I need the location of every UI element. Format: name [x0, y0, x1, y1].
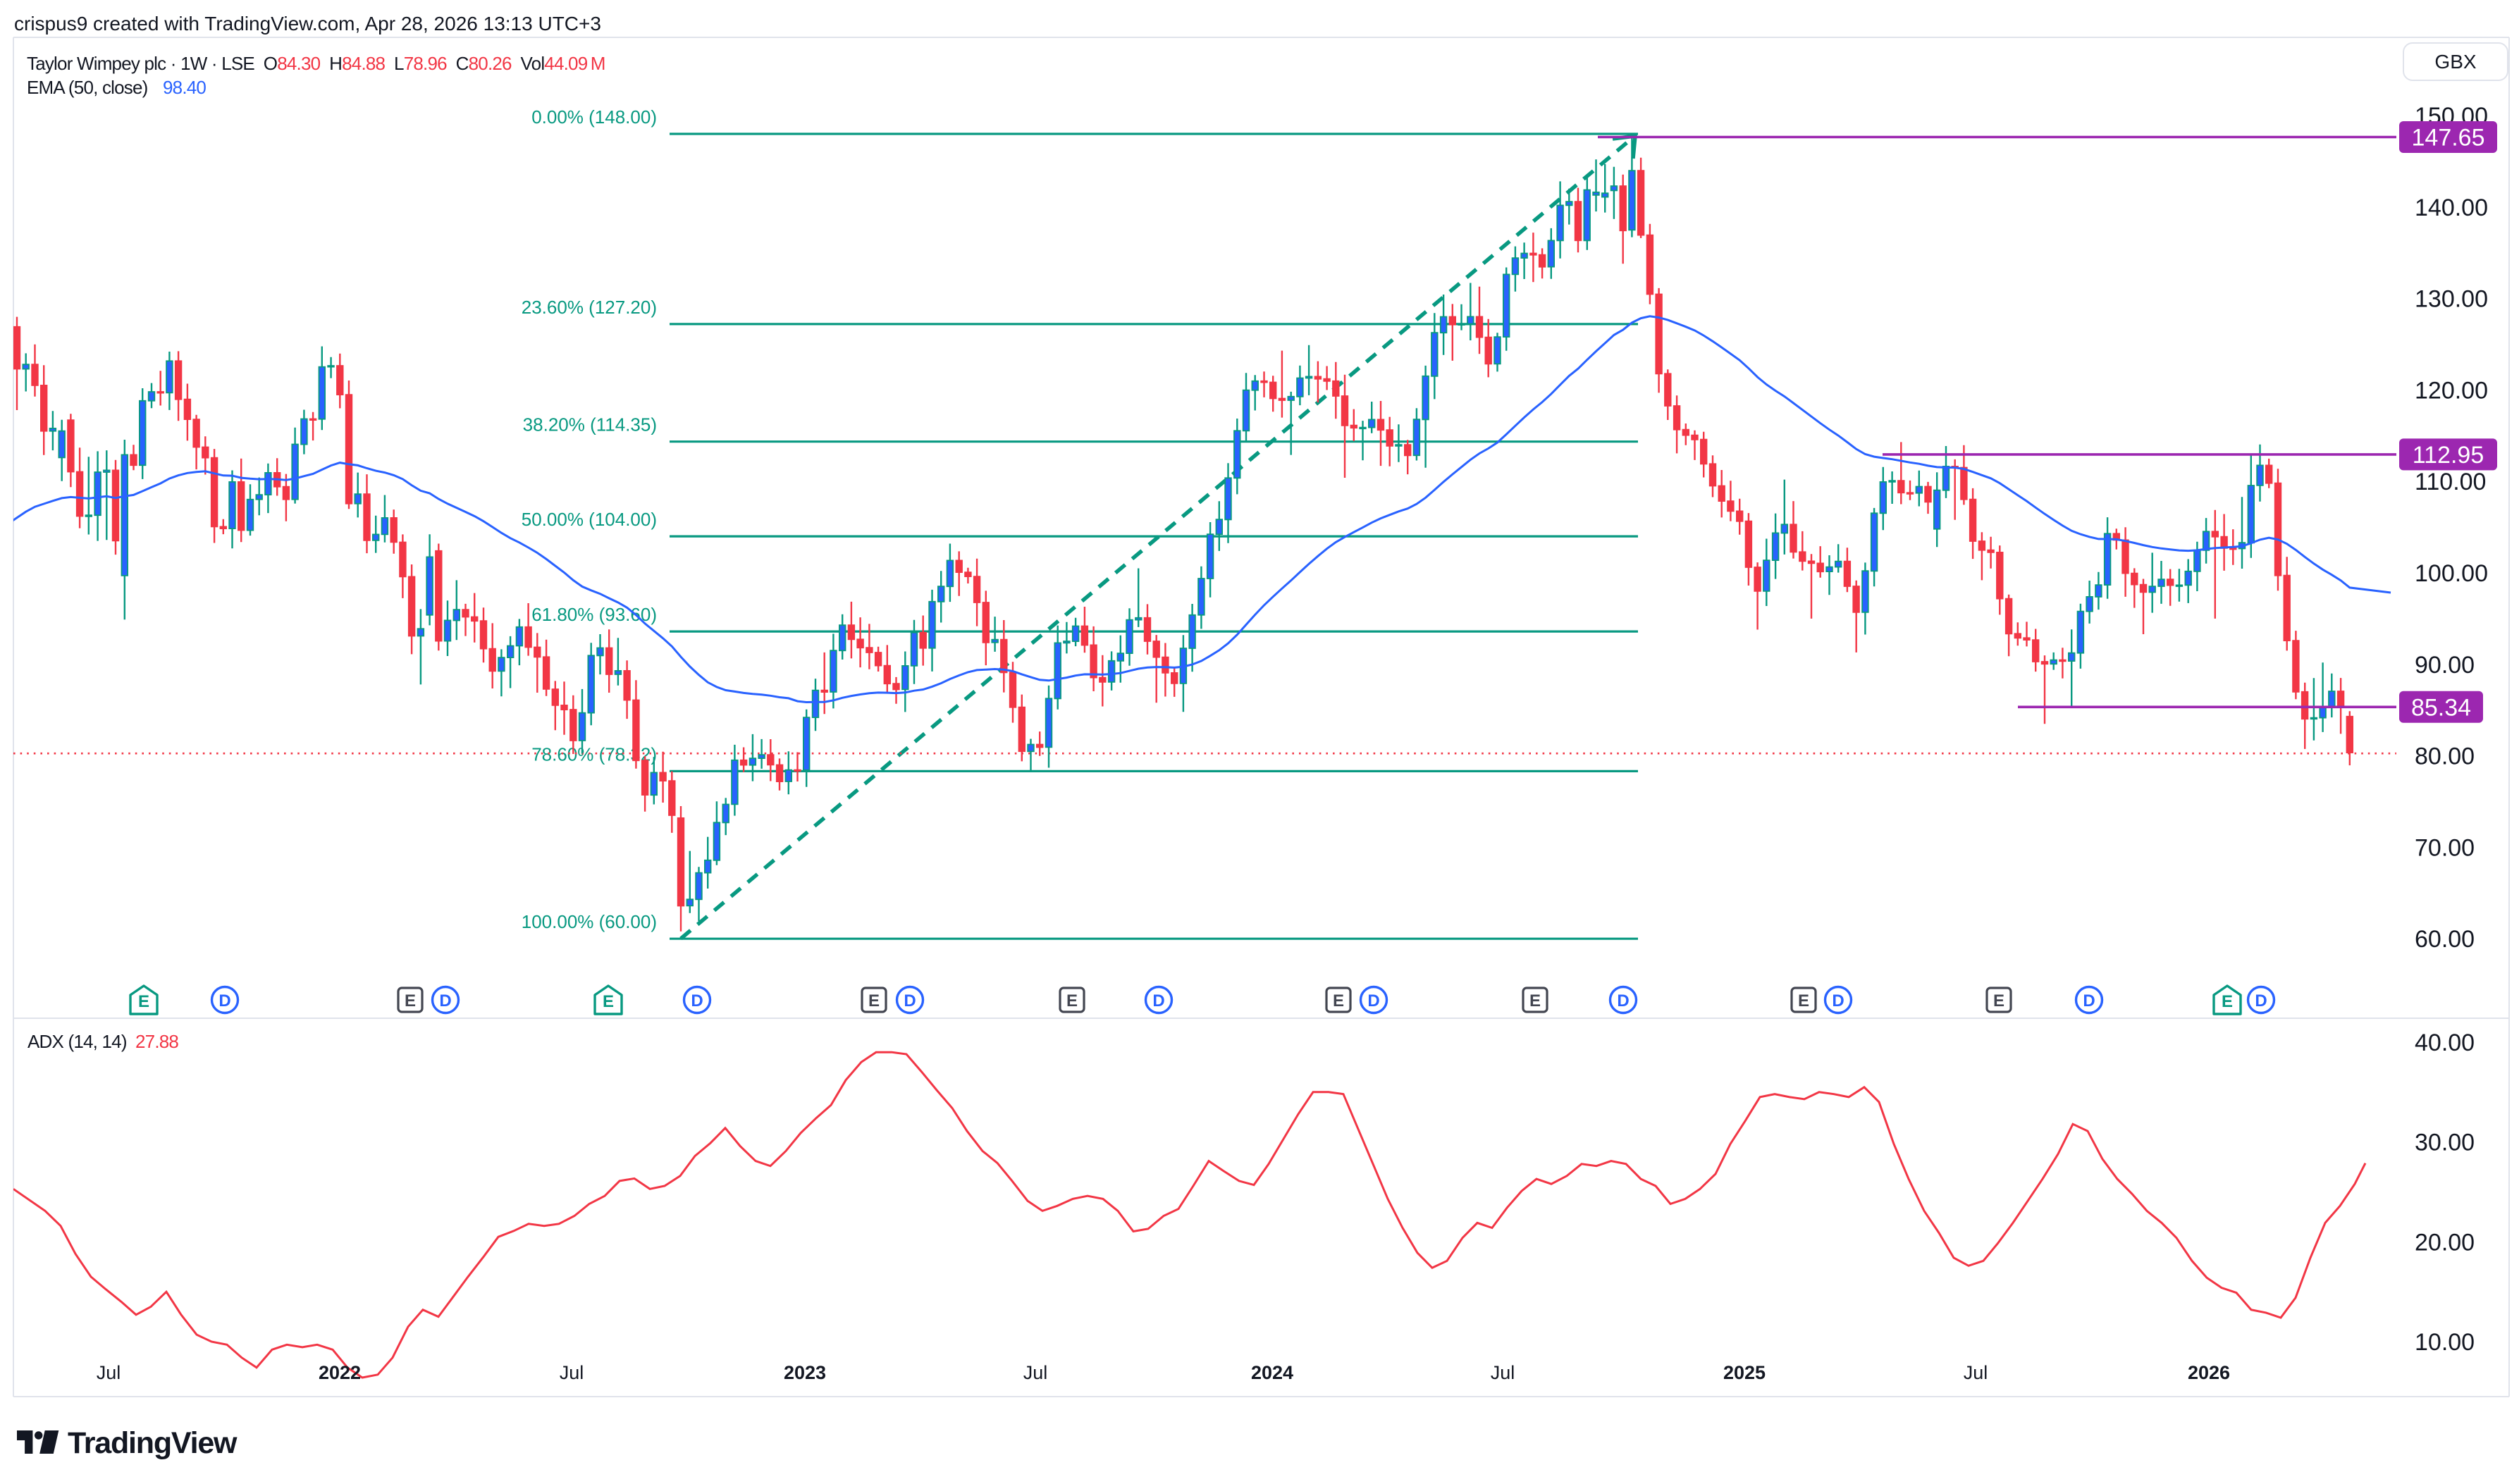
- svg-text:85.34: 85.34: [2411, 694, 2471, 721]
- svg-text:70.00: 70.00: [2415, 834, 2475, 861]
- svg-text:2025: 2025: [1723, 1362, 1766, 1383]
- svg-text:140.00: 140.00: [2415, 194, 2488, 221]
- svg-text:D: D: [1367, 991, 1379, 1010]
- svg-text:23.60% (127.20): 23.60% (127.20): [522, 297, 657, 318]
- svg-text:50.00% (104.00): 50.00% (104.00): [522, 509, 657, 530]
- svg-text:100.00: 100.00: [2415, 560, 2488, 587]
- svg-text:Jul: Jul: [1964, 1362, 1988, 1383]
- svg-text:60.00: 60.00: [2415, 926, 2475, 953]
- svg-text:112.95: 112.95: [2413, 442, 2484, 469]
- svg-text:40.00: 40.00: [2415, 1029, 2475, 1056]
- svg-text:D: D: [1617, 991, 1629, 1010]
- svg-text:crispus9 created with TradingV: crispus9 created with TradingView.com, A…: [14, 13, 601, 35]
- svg-text:D: D: [218, 991, 230, 1010]
- svg-text:E: E: [868, 991, 880, 1010]
- svg-text:E: E: [1333, 991, 1344, 1010]
- svg-text:2026: 2026: [2188, 1362, 2230, 1383]
- svg-text:D: D: [2083, 991, 2095, 1010]
- svg-text:0.00% (148.00): 0.00% (148.00): [531, 106, 657, 128]
- svg-text:E: E: [1529, 991, 1541, 1010]
- svg-text:120.00: 120.00: [2415, 377, 2488, 404]
- svg-text:E: E: [603, 992, 614, 1011]
- svg-text:90.00: 90.00: [2415, 652, 2475, 679]
- svg-text:D: D: [1832, 991, 1844, 1010]
- svg-text:2023: 2023: [784, 1362, 826, 1383]
- svg-text:D: D: [439, 991, 451, 1010]
- svg-text:147.65: 147.65: [2412, 125, 2485, 152]
- svg-text:130.00: 130.00: [2415, 286, 2488, 313]
- svg-text:GBX: GBX: [2434, 51, 2476, 73]
- svg-text:61.80% (93.60): 61.80% (93.60): [531, 604, 657, 625]
- svg-text:D: D: [2255, 991, 2267, 1010]
- svg-text:E: E: [405, 991, 416, 1010]
- svg-text:2024: 2024: [1251, 1362, 1293, 1383]
- svg-text:E: E: [1798, 991, 1809, 1010]
- svg-text:100.00% (60.00): 100.00% (60.00): [522, 911, 657, 932]
- svg-text:D: D: [691, 991, 703, 1010]
- svg-text:110.00: 110.00: [2415, 469, 2486, 495]
- svg-text:Jul: Jul: [1023, 1362, 1048, 1383]
- svg-text:30.00: 30.00: [2415, 1130, 2475, 1156]
- svg-text:EMA (50, close) 98.40: EMA (50, close) 98.40: [27, 77, 206, 98]
- svg-text:E: E: [1993, 991, 2004, 1010]
- svg-text:Jul: Jul: [97, 1362, 121, 1383]
- svg-text:ADX (14, 14) 27.88: ADX (14, 14) 27.88: [27, 1031, 178, 1052]
- svg-text:D: D: [1152, 991, 1164, 1010]
- svg-text:D: D: [904, 991, 916, 1010]
- svg-text:80.00: 80.00: [2415, 743, 2475, 770]
- svg-text:Jul: Jul: [1491, 1362, 1515, 1383]
- svg-text:2022: 2022: [319, 1362, 361, 1383]
- svg-text:E: E: [138, 992, 149, 1011]
- svg-text:Jul: Jul: [560, 1362, 584, 1383]
- svg-text:10.00: 10.00: [2415, 1329, 2475, 1356]
- svg-text:38.20% (114.35): 38.20% (114.35): [523, 414, 657, 435]
- svg-text:E: E: [2222, 992, 2233, 1011]
- svg-text:Taylor Wimpey plc · 1W · LSE: Taylor Wimpey plc · 1W · LSE O84.30 H84.…: [27, 53, 605, 74]
- svg-text:20.00: 20.00: [2415, 1229, 2475, 1256]
- svg-text:TradingView: TradingView: [68, 1426, 238, 1460]
- svg-text:E: E: [1066, 991, 1078, 1010]
